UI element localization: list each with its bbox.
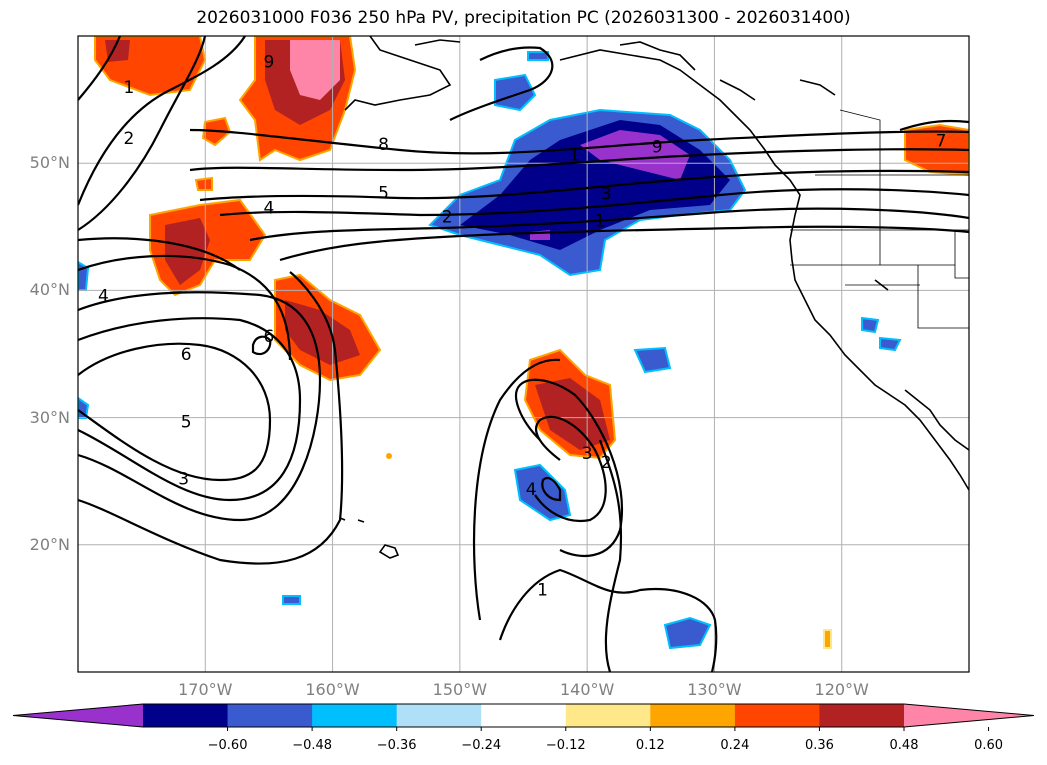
- contour-label: 1: [594, 211, 605, 231]
- contour-label: 2: [601, 453, 612, 473]
- colorbar-tick-label: −0.48: [292, 738, 333, 753]
- latitude-tick-label: 20°N: [29, 534, 70, 554]
- colorbar-tick-label: 0.12: [635, 738, 665, 753]
- contour-label: 6: [264, 327, 275, 347]
- contour-label: 1: [124, 78, 135, 98]
- map-frame: [77, 35, 970, 673]
- colorbar-tick-label: −0.12: [545, 738, 586, 753]
- contour-label: 9: [652, 138, 663, 158]
- longitude-tick-label: 160°W: [305, 680, 360, 699]
- longitude-tick-label: 130°W: [687, 680, 742, 699]
- colorbar-tick-label: 0.48: [889, 738, 919, 753]
- contour-label: 3: [601, 185, 612, 205]
- contour-label: 7: [936, 131, 947, 151]
- coastlines: [339, 36, 969, 559]
- contour-label: 3: [178, 470, 189, 490]
- contour-label: 4: [526, 480, 537, 500]
- longitude-tick-label: 120°W: [814, 680, 869, 699]
- longitude-tick-label: 140°W: [559, 680, 615, 699]
- contour-label: 1: [569, 145, 580, 165]
- pv-contours: [78, 36, 969, 672]
- precip-negative-region: [513, 463, 572, 522]
- contour-label: 4: [264, 199, 275, 219]
- longitude-tick-label: 170°W: [178, 680, 233, 699]
- political-borders: [790, 109, 969, 329]
- contour-label: 4: [98, 286, 109, 306]
- colorbar-tick-label: −0.24: [461, 738, 502, 753]
- precipitation-shading: [78, 36, 969, 650]
- contour-label: 9: [264, 52, 275, 72]
- contour-label: 2: [442, 208, 453, 228]
- colorbar-tick-label: −0.60: [207, 738, 248, 753]
- contour-label: 1: [537, 580, 548, 600]
- contour-label: 5: [378, 183, 389, 203]
- contour-label: 5: [181, 412, 192, 432]
- contour-label: 3: [582, 444, 593, 464]
- colorbar-tick-label: −0.36: [376, 738, 417, 753]
- contour-label: 6: [181, 345, 192, 365]
- contour-label: 2: [124, 129, 135, 149]
- latitude-tick-label: 30°N: [29, 407, 70, 427]
- latitude-tick-label: 50°N: [29, 153, 70, 173]
- colorbar-tick-label: 0.36: [804, 738, 834, 753]
- page-title: 2026031000 F036 250 hPa PV, precipitatio…: [196, 8, 851, 28]
- longitude-tick-label: 150°W: [432, 680, 488, 699]
- colorbar-tick-label: 0.60: [974, 738, 1004, 753]
- latitude-tick-label: 40°N: [29, 280, 70, 300]
- colorbar-tick-label: 0.24: [720, 738, 750, 753]
- contour-label: 8: [378, 135, 389, 155]
